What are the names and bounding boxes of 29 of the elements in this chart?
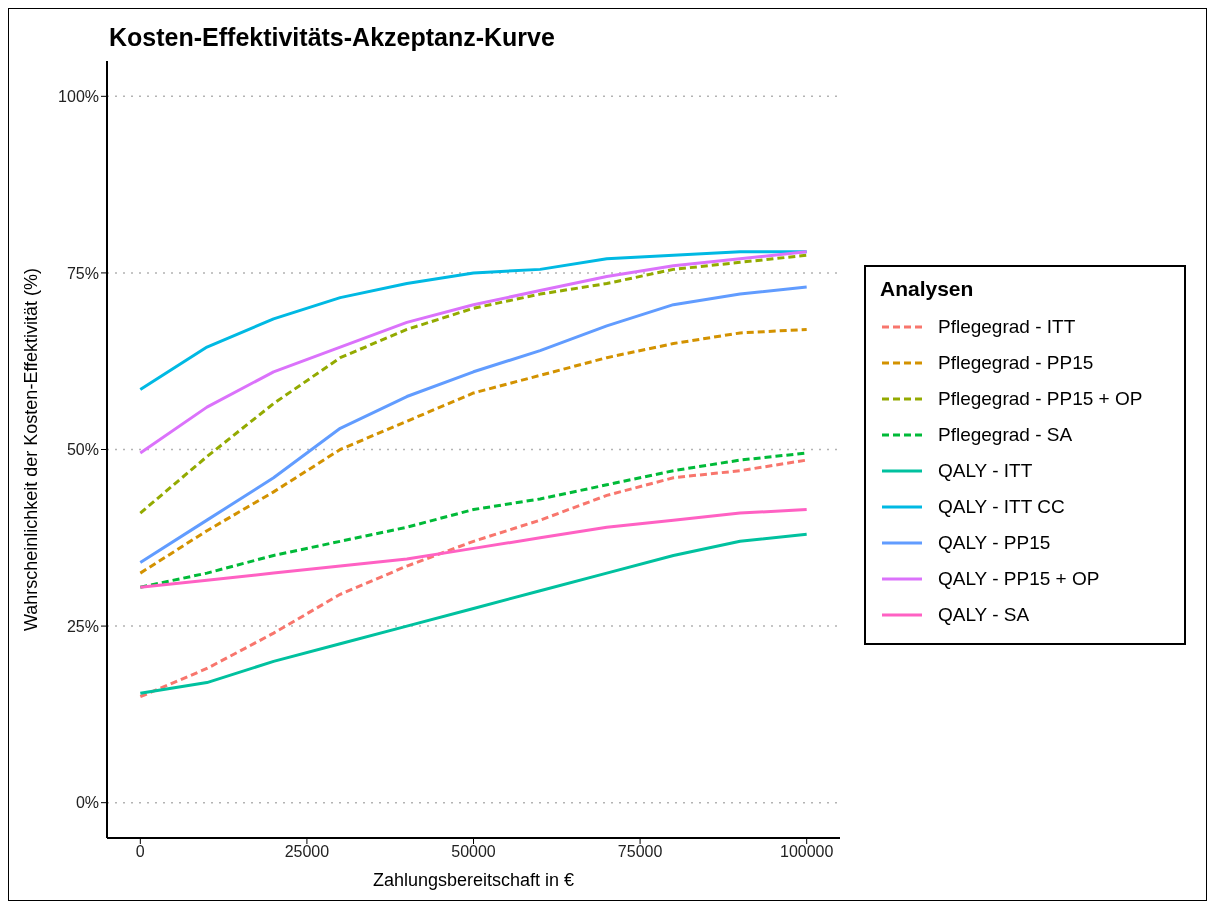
legend-label: Pflegegrad - PP15 (938, 351, 1094, 374)
x-tick-label: 0 (135, 843, 145, 861)
x-axis-title: Zahlungsbereitschaft in € (372, 870, 575, 890)
legend-label: QALY - ITT (938, 459, 1033, 482)
y-tick-label: 0% (75, 794, 99, 812)
chart-title: Kosten-Effektivitäts-Akzeptanz-Kurve (109, 23, 555, 52)
legend-label: QALY - PP15 + OP (938, 567, 1100, 590)
line-series (138, 285, 809, 565)
line-series (138, 327, 809, 575)
x-tick-label: 25000 (284, 843, 330, 861)
legend-label: QALY - SA (938, 603, 1030, 626)
x-tick-label: 75000 (617, 843, 663, 861)
legend-label: Pflegegrad - SA (938, 423, 1073, 446)
y-tick-label: 50% (66, 441, 99, 459)
x-tick-label: 100000 (779, 843, 834, 861)
line-series (138, 508, 809, 589)
legend-label: QALY - PP15 (938, 531, 1051, 554)
y-tick-label: 75% (66, 264, 99, 282)
line-series (138, 250, 809, 455)
x-tick-label: 50000 (451, 843, 496, 861)
y-tick-label: 100% (58, 88, 99, 105)
y-tick-label: 25% (66, 617, 99, 635)
legend-label: QALY - ITT CC (938, 495, 1065, 518)
legend-label: Pflegegrad - PP15 + OP (938, 387, 1143, 410)
line-series (138, 253, 809, 515)
line-series (138, 532, 809, 695)
legend-title: Analysen (880, 276, 975, 301)
legend-label: Pflegegrad - ITT (938, 315, 1076, 338)
y-axis-title: Wahrscheinlichkeit der Kosten-Effektivität (%) (21, 267, 42, 632)
